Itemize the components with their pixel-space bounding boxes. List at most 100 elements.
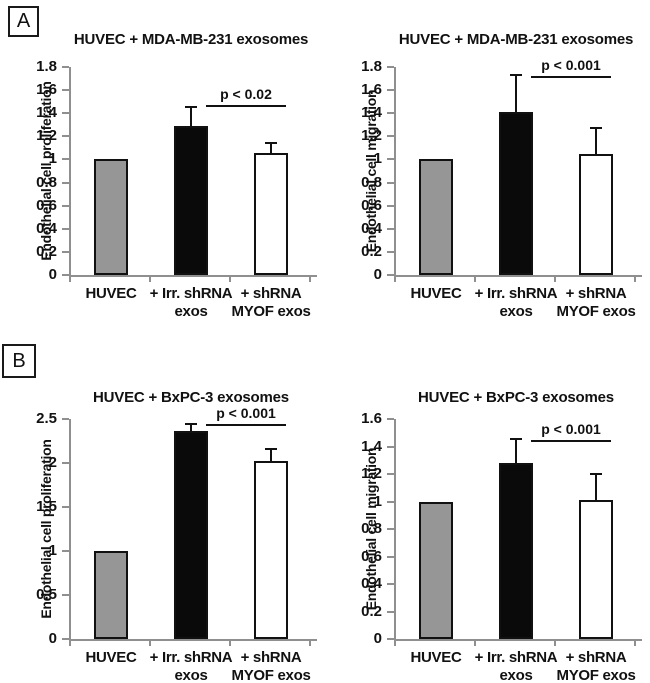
chart-huvec-mda-migration: HUVEC + MDA-MB-231 exosomes Endothelial c… [325,0,650,340]
y-tick-label: 1 [373,492,382,510]
x-category-label-2: + shRNA MYOF exos [209,285,333,321]
y-tick-label: 0.4 [361,575,382,592]
x-category-label-line: + Irr. shRNA [474,285,558,302]
x-category-label-line: HUVEC [410,649,462,666]
y-tick-mark [387,250,394,253]
x-category-label-2: + shRNA MYOF exos [534,285,650,321]
x-category-label-line: HUVEC [85,285,137,302]
x-axis-line [69,275,317,277]
y-tick-label: 0.8 [361,520,382,537]
y-tick-label: 1.6 [361,410,382,427]
y-tick-mark [387,555,394,558]
y-tick-mark [387,638,394,640]
y-axis-line [394,419,396,639]
y-tick-label: 1.4 [361,437,382,455]
error-bar-cap [590,127,602,130]
x-category-label-2: + shRNA MYOF exos [209,649,333,683]
x-category-label-line: MYOF exos [556,667,636,683]
x-category-label-0: HUVEC [374,285,498,303]
error-bar-stem [270,142,272,153]
error-bar-cap [590,472,602,475]
x-axis-line [69,639,317,641]
chart-huvec-bxpc3-migration: HUVEC + BxPC-3 exosomes Endothelial cell … [325,340,650,683]
x-category-label-line: + shRNA [240,285,302,302]
y-tick-mark [62,135,69,138]
y-tick-mark [62,181,69,184]
y-tick-mark [62,418,69,420]
bar-0 [94,159,128,275]
x-tick-mark [69,641,71,646]
bar-0 [419,501,453,639]
y-tick-label: 1 [48,542,57,559]
y-tick-label: 1 [48,150,57,168]
x-category-label-line: MYOF exos [231,303,311,320]
y-tick-mark [62,227,69,230]
y-tick-mark [62,594,69,596]
y-tick-mark [387,158,394,161]
x-axis-line [394,639,642,641]
x-category-label-2: + shRNA MYOF exos [534,649,650,683]
y-tick-mark [387,274,394,276]
error-bar-cap [265,142,277,145]
significance-line [206,105,286,108]
error-bar-cap [185,106,197,109]
x-category-label-line: exos [174,303,208,320]
y-tick-label: 2 [48,454,57,471]
x-category-label-0: HUVEC [49,285,173,303]
y-tick-mark [387,112,394,115]
chart-huvec-mda-proliferation: HUVEC + MDA-MB-231 exosomes Endothelial c… [0,0,325,340]
y-tick-mark [62,204,69,207]
x-tick-mark [149,277,151,282]
significance-p-label: p < 0.001 [541,420,601,437]
bar-2 [254,461,288,639]
error-bar-cap [510,73,522,76]
x-tick-mark [554,277,556,282]
y-tick-mark [387,135,394,138]
bar-1 [174,125,208,275]
x-tick-mark [309,641,311,646]
y-tick-mark [387,610,394,613]
y-tick-label: 0.6 [36,196,57,214]
y-tick-mark [62,506,69,508]
x-category-label-1: + Irr. shRNA exos [454,649,578,683]
x-tick-mark [554,641,556,646]
x-category-label-1: + Irr. shRNA exos [129,649,253,683]
y-tick-mark [62,274,69,276]
significance-p-label: p < 0.001 [216,405,276,422]
panel-label-b-text: B [12,349,26,372]
chart-title: HUVEC + BxPC-3 exosomes [93,389,289,406]
y-tick-mark [387,473,394,475]
error-bar-cap [185,422,197,425]
x-tick-mark [229,277,231,282]
panel-label-b: B [2,344,36,378]
x-tick-mark [229,641,231,646]
y-tick-label: 0.2 [36,242,57,260]
y-tick-label: 1.6 [361,81,382,99]
x-tick-mark [149,641,151,646]
y-tick-label: 0 [373,630,382,647]
x-tick-mark [394,277,396,282]
significance-line [531,76,611,79]
error-bar-cap [265,448,277,451]
x-tick-mark [394,641,396,646]
y-axis-label: Endothelial cell proliferation [38,439,54,619]
bar-1 [499,112,533,275]
y-tick-label: 1.2 [361,465,382,482]
y-tick-mark [62,112,69,115]
x-category-label-0: HUVEC [49,649,173,667]
y-tick-label: 0.2 [361,602,382,620]
x-category-label-line: exos [499,303,533,320]
chart-title: HUVEC + MDA-MB-231 exosomes [398,31,634,48]
error-bar-stem [190,422,192,432]
y-tick-mark [387,445,394,448]
y-tick-mark [387,418,394,420]
y-tick-label: 2.5 [36,410,57,427]
error-bar-stem [595,127,597,154]
error-bar-stem [515,438,517,463]
x-category-label-line: + Irr. shRNA [149,285,233,302]
x-tick-mark [69,277,71,282]
bar-2 [579,500,613,639]
y-tick-label: 0 [373,266,382,283]
y-tick-label: 0 [48,630,57,647]
